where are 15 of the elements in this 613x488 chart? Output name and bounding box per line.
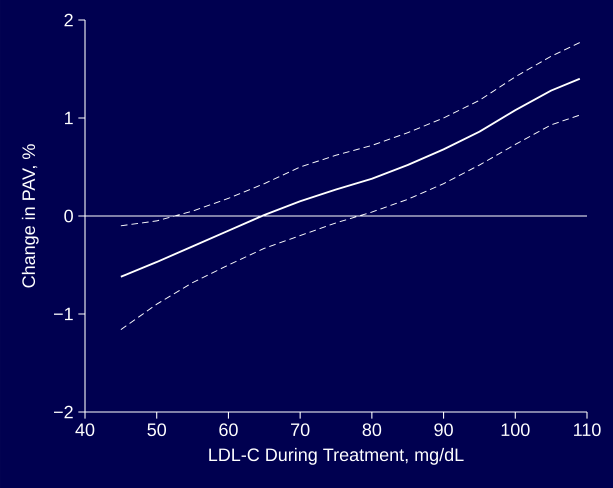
x-tick-label: 60	[219, 423, 238, 436]
x-axis-title: LDL-C During Treatment, mg/dL	[209, 448, 464, 465]
y-tick-label: −1	[54, 308, 73, 320]
x-tick-label: 110	[574, 423, 601, 436]
y-tick-label: −2	[54, 406, 73, 418]
x-tick-label: 90	[434, 423, 453, 436]
x-tick-label: 70	[291, 423, 310, 436]
y-axis-title: Change in PAV, %	[22, 144, 39, 288]
x-tick-label: 100	[502, 423, 530, 436]
x-tick-label: 40	[75, 423, 94, 436]
y-tick-label: 0	[64, 210, 73, 222]
x-tick-label: 50	[147, 423, 166, 436]
y-tick-label: 1	[65, 112, 73, 124]
y-tick-label: 2	[64, 14, 73, 26]
x-tick-label: 80	[362, 423, 382, 436]
